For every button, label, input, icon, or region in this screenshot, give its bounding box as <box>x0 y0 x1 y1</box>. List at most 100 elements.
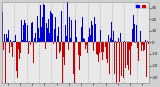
Bar <box>120 33 121 42</box>
Bar <box>19 42 20 59</box>
Bar <box>136 42 137 63</box>
Bar <box>83 42 84 51</box>
Bar <box>81 27 82 42</box>
Bar <box>50 11 51 42</box>
Bar <box>85 42 86 49</box>
Bar <box>79 42 80 54</box>
Bar <box>105 42 106 48</box>
Bar <box>110 38 111 42</box>
Bar <box>78 42 79 55</box>
Bar <box>67 2 68 42</box>
Bar <box>42 17 43 42</box>
Bar <box>18 42 19 49</box>
Bar <box>143 42 144 51</box>
Bar <box>32 22 33 42</box>
Bar <box>128 42 129 70</box>
Bar <box>60 36 61 42</box>
Bar <box>64 42 65 65</box>
Bar <box>92 25 93 42</box>
Bar <box>14 41 15 42</box>
Bar <box>23 25 24 42</box>
Bar <box>141 42 142 51</box>
Bar <box>44 5 45 42</box>
Bar <box>82 17 83 42</box>
Bar <box>37 16 38 42</box>
Bar <box>109 42 110 74</box>
Bar <box>15 35 16 42</box>
Bar <box>70 38 71 42</box>
Bar <box>12 42 13 57</box>
Bar <box>7 38 8 42</box>
Bar <box>71 20 72 42</box>
Bar <box>113 31 114 42</box>
Bar <box>101 42 102 52</box>
Bar <box>93 34 94 42</box>
Bar <box>24 20 25 42</box>
Bar <box>74 42 75 83</box>
Bar <box>144 39 145 42</box>
Bar <box>126 41 127 42</box>
Bar <box>38 28 39 42</box>
Bar <box>134 42 135 58</box>
Bar <box>20 42 21 53</box>
Bar <box>130 42 131 75</box>
Bar <box>3 24 4 42</box>
Bar <box>55 17 56 42</box>
Bar <box>75 20 76 42</box>
Bar <box>99 42 100 53</box>
Bar <box>68 42 69 50</box>
Bar <box>89 28 90 42</box>
Bar <box>59 42 60 53</box>
Bar <box>11 42 12 47</box>
Bar <box>91 41 92 42</box>
Bar <box>111 22 112 42</box>
Bar <box>135 42 136 43</box>
Bar <box>51 13 52 42</box>
Bar <box>17 42 18 78</box>
Bar <box>34 38 35 42</box>
Bar <box>88 37 89 42</box>
Bar <box>86 42 87 46</box>
Bar <box>29 41 30 42</box>
Bar <box>103 42 104 52</box>
Bar <box>138 42 139 61</box>
Bar <box>90 35 91 42</box>
Bar <box>98 42 99 62</box>
Bar <box>112 40 113 42</box>
Bar <box>4 34 5 42</box>
Bar <box>131 42 132 46</box>
Bar <box>142 42 143 45</box>
Bar <box>124 41 125 42</box>
Bar <box>39 38 40 42</box>
Bar <box>129 42 130 50</box>
Bar <box>2 12 3 42</box>
Bar <box>46 16 47 42</box>
Bar <box>13 41 14 42</box>
Bar <box>80 42 81 56</box>
Bar <box>63 42 64 57</box>
Bar <box>26 41 27 42</box>
Bar <box>56 42 57 46</box>
Bar <box>52 19 53 42</box>
Bar <box>5 42 6 83</box>
Bar <box>140 31 141 42</box>
Bar <box>22 40 23 42</box>
Bar <box>147 41 148 42</box>
Bar <box>62 42 63 83</box>
Bar <box>117 42 118 43</box>
Bar <box>28 42 29 54</box>
Bar <box>65 25 66 42</box>
Bar <box>148 42 149 44</box>
Bar <box>30 42 31 45</box>
Bar <box>95 24 96 42</box>
Bar <box>40 5 41 42</box>
Bar <box>119 42 120 82</box>
Bar <box>121 42 122 76</box>
Bar <box>76 37 77 42</box>
Bar <box>133 15 134 42</box>
Bar <box>45 42 46 49</box>
Bar <box>35 33 36 42</box>
Bar <box>57 36 58 42</box>
Bar <box>146 42 147 77</box>
Bar <box>87 42 88 45</box>
